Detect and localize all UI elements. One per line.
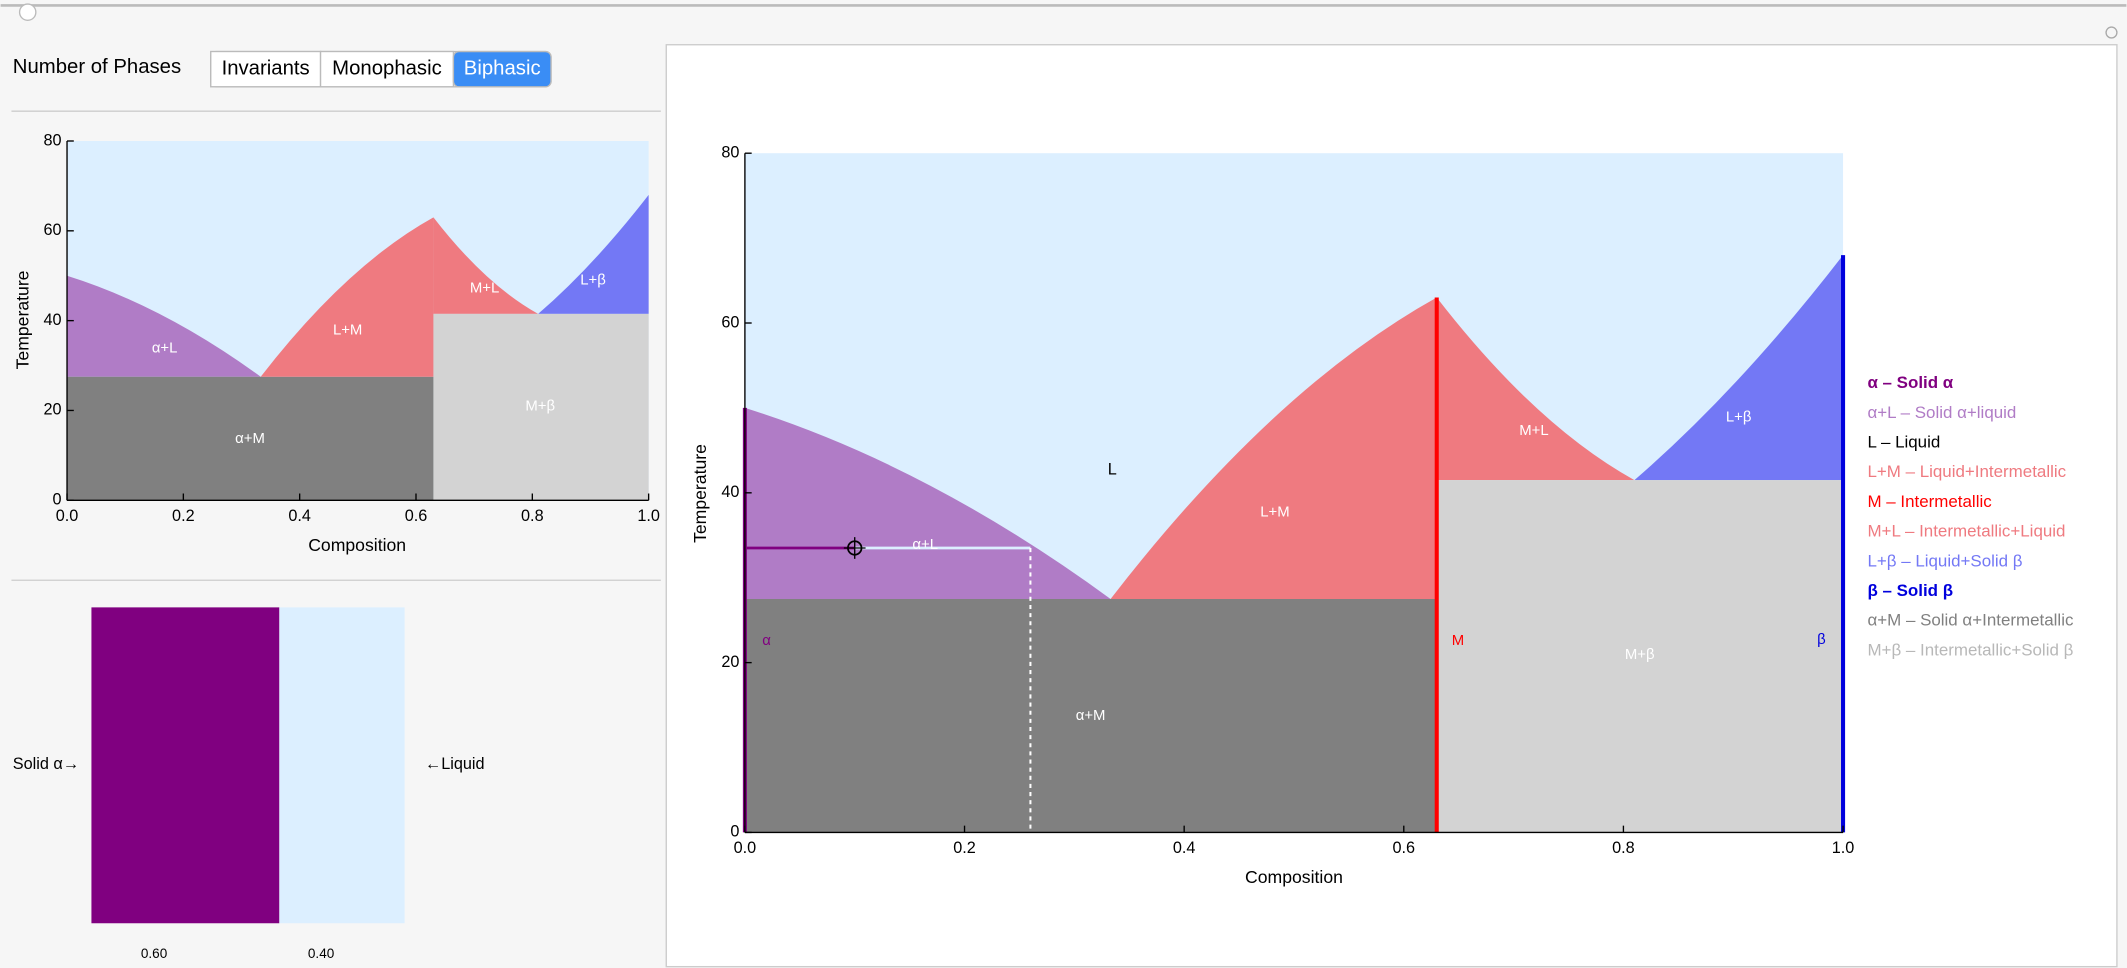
y-tick-label: 60 xyxy=(44,221,62,239)
legend-entry: β – Solid β xyxy=(1867,581,1953,600)
cursor-locator[interactable] xyxy=(843,537,866,559)
x-tick-label: 0.0 xyxy=(734,839,757,857)
region-label: L xyxy=(1108,461,1117,479)
x-tick-label: 1.0 xyxy=(1832,839,1855,857)
y-tick-label: 0 xyxy=(53,491,62,509)
y-tick-label: 80 xyxy=(44,131,62,149)
x-tick-label: 1.0 xyxy=(637,507,660,525)
x-tick-label: 0.6 xyxy=(1392,839,1415,857)
x-axis-label: Composition xyxy=(1245,867,1343,887)
y-tick-label: 40 xyxy=(44,311,62,329)
control-label: Number of Phases xyxy=(13,56,181,78)
legend-entry: M+β – Intermetallic+Solid β xyxy=(1867,640,2073,659)
region-label: M+L xyxy=(470,281,499,297)
fraction-label: 0.40 xyxy=(308,946,334,961)
x-tick-label: 0.2 xyxy=(953,839,976,857)
region-label: α+L xyxy=(912,537,938,553)
region-label: M+L xyxy=(1519,423,1548,439)
fraction-label: 0.60 xyxy=(141,946,167,961)
fraction-segment xyxy=(91,607,280,924)
region-label: α+L xyxy=(152,340,178,356)
add-icon[interactable] xyxy=(18,3,37,22)
legend-entry: M+L – Intermetallic+Liquid xyxy=(1867,522,2065,541)
fraction-segment xyxy=(279,607,405,924)
y-axis-label: Temperature xyxy=(690,444,710,543)
options-icon[interactable] xyxy=(2105,26,2118,39)
option-button[interactable] xyxy=(452,50,552,88)
y-tick-label: 60 xyxy=(721,313,739,331)
option-label[interactable]: Monophasic xyxy=(332,58,442,80)
alpha-m-region xyxy=(744,598,1437,833)
x-tick-label: 0.0 xyxy=(56,507,79,525)
y-tick-label: 20 xyxy=(44,401,62,419)
bar-side-label: ←Liquid xyxy=(425,755,485,773)
liquid-m-region xyxy=(1110,297,1437,599)
alpha-liquid-region xyxy=(67,275,261,377)
region-label: M+β xyxy=(525,399,555,415)
region-label: α+M xyxy=(1076,708,1106,724)
y-tick-label: 40 xyxy=(721,483,739,501)
legend-entry: L+β – Liquid+Solid β xyxy=(1867,551,2022,570)
legend-entry: L – Liquid xyxy=(1867,433,1940,452)
alpha-m-region xyxy=(67,376,434,501)
m-liquid-region xyxy=(1436,297,1635,481)
x-tick-label: 0.2 xyxy=(172,507,195,525)
x-tick-label: 0.4 xyxy=(1173,839,1196,857)
x-tick-label: 0.8 xyxy=(1612,839,1635,857)
alpha-liquid-region xyxy=(744,407,1111,599)
liquid-m-region xyxy=(260,217,434,377)
liquid-beta-region xyxy=(1634,255,1844,481)
x-axis-label: Composition xyxy=(308,535,406,555)
legend-entry: α+L – Solid α+liquid xyxy=(1867,403,2016,422)
graphics-layer xyxy=(0,3,2127,968)
phase-label: β xyxy=(1817,632,1826,648)
region-label: L+β xyxy=(1726,410,1752,426)
legend-entry: α+M – Solid α+Intermetallic xyxy=(1867,611,2074,630)
y-axis-label: Temperature xyxy=(12,270,32,369)
m-beta-region xyxy=(433,313,649,501)
region-label: L+M xyxy=(333,323,362,339)
y-tick-label: 0 xyxy=(730,823,739,841)
m-liquid-region xyxy=(433,217,539,314)
x-tick-label: 0.6 xyxy=(405,507,428,525)
region-label: L+M xyxy=(1260,504,1289,520)
legend-entry: M – Intermetallic xyxy=(1867,492,1992,511)
y-tick-label: 80 xyxy=(721,143,739,161)
phase-label: α xyxy=(762,633,771,649)
x-tick-label: 0.4 xyxy=(288,507,311,525)
y-tick-label: 20 xyxy=(721,653,739,671)
legend-entry: L+M – Liquid+Intermetallic xyxy=(1867,462,2066,481)
option-label[interactable]: Invariants xyxy=(222,58,310,80)
region-label: α+M xyxy=(235,431,265,447)
liquid-beta-region xyxy=(538,194,649,314)
region-label: M+β xyxy=(1625,647,1655,663)
option-label[interactable]: Biphasic xyxy=(464,58,541,80)
phase-label: M xyxy=(1452,633,1464,649)
bar-side-label: Solid α→ xyxy=(13,755,79,773)
x-tick-label: 0.8 xyxy=(521,507,544,525)
region-label: L+β xyxy=(580,273,606,289)
m-beta-region xyxy=(1436,480,1844,833)
legend-entry: α – Solid α xyxy=(1867,373,1953,392)
